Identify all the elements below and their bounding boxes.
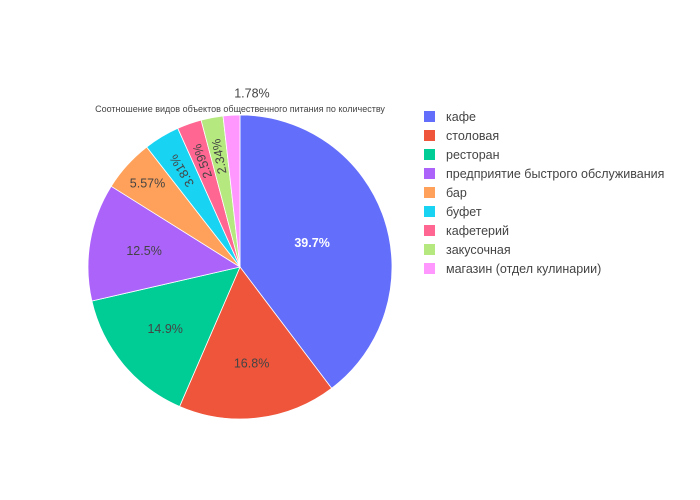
slice-label-3: 14.9% [147, 322, 182, 336]
legend-swatch-8[interactable] [424, 244, 435, 255]
legend: кафе столовая ресторан предприятие быстрого… [424, 110, 664, 276]
legend-swatch-6[interactable] [424, 206, 435, 217]
pie-slice-9[interactable] [222, 114, 241, 268]
legend-label-4[interactable]: предприятие быстрого обслуживания [446, 167, 664, 181]
legend-label-1[interactable]: кафе [446, 110, 476, 124]
legend-swatch-4[interactable] [424, 168, 435, 179]
legend-label-5[interactable]: бар [446, 186, 467, 200]
slice-label-4: 12.5% [126, 244, 161, 258]
legend-label-6[interactable]: буфет [446, 205, 482, 219]
slice-label-9: 1.78% [234, 86, 269, 100]
legend-label-7[interactable]: кафетерий [446, 224, 509, 238]
legend-swatch-5[interactable] [424, 187, 435, 198]
legend-swatch-3[interactable] [424, 149, 435, 160]
slice-label-8: 2.34% [209, 138, 229, 175]
legend-label-8[interactable]: закусочная [446, 243, 511, 257]
pie-slice-1[interactable] [239, 114, 393, 389]
legend-swatch-9[interactable] [424, 263, 435, 274]
slice-label-2: 16.8% [234, 357, 269, 371]
chart-title: Соотношение видов объектов общественного… [95, 104, 385, 114]
pie-slice-4[interactable] [87, 185, 242, 302]
pie-slice-3[interactable] [91, 266, 241, 408]
legend-swatch-1[interactable] [424, 111, 435, 122]
pie-slices [87, 114, 393, 420]
pie-slice-2[interactable] [179, 266, 333, 420]
legend-swatch-7[interactable] [424, 225, 435, 236]
legend-label-3[interactable]: ресторан [446, 148, 500, 162]
slice-label-1: 39.7% [294, 236, 329, 250]
legend-label-9[interactable]: магазин (отдел кулинарии) [446, 262, 601, 276]
slice-label-5: 5.57% [130, 176, 165, 190]
legend-label-2[interactable]: столовая [446, 129, 499, 143]
legend-swatch-2[interactable] [424, 130, 435, 141]
